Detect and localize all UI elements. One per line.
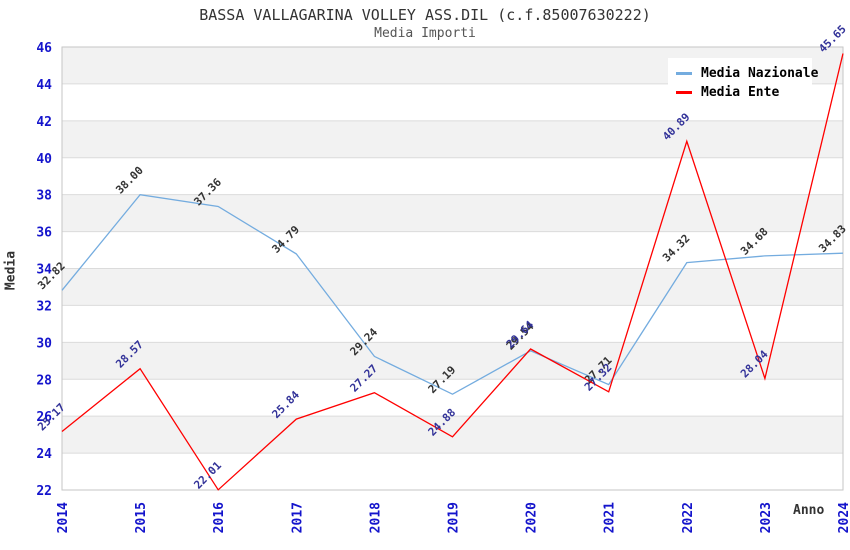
legend-item-media-nazionale: Media Nazionale [668,64,818,83]
y-tick-label: 30 [36,336,52,351]
x-tick-label: 2023 [759,502,774,533]
plot-band [62,120,843,158]
x-tick-label: 2018 [368,502,383,533]
x-tick-label: 2024 [837,502,850,533]
legend-swatch-ente-icon [676,91,692,94]
series-line-media-nazionale [61,194,844,395]
x-tick-label: 2022 [681,502,696,533]
series-line-media-ente [61,53,844,491]
plot-band [62,194,843,232]
x-tick-label: 2021 [603,502,618,533]
legend-label-ente: Media Ente [701,85,780,100]
chart-title: BASSA VALLAGARINA VOLLEY ASS.DIL (c.f.85… [199,6,651,24]
y-tick-label: 44 [36,78,52,93]
y-tick-label: 42 [36,115,52,130]
y-tick-label: 32 [36,299,52,314]
legend: Media Nazionale Media Ente [668,58,818,107]
x-tick-label: 2014 [56,502,71,533]
y-axis-title: Media [3,250,19,291]
x-axis-title: Anno [793,503,825,518]
y-tick-label: 40 [36,152,52,167]
y-tick-label: 38 [36,189,52,204]
plot-band [62,268,843,306]
y-tick-label: 46 [36,41,52,56]
data-label: 38.00 [113,164,146,197]
y-tick-label: 24 [36,447,52,462]
legend-swatch-nazionale-icon [676,72,692,75]
plot-border [61,46,844,491]
y-tick-label: 28 [36,373,52,388]
x-tick-label: 2017 [290,502,305,533]
x-tick-label: 2016 [212,502,227,533]
y-tick-label: 26 [36,410,52,425]
y-tick-label: 22 [36,484,52,499]
legend-label-nazionale: Media Nazionale [701,66,819,81]
y-tick-label: 34 [36,263,52,278]
y-tick-label: 36 [36,226,52,241]
chart-subtitle: Media Importi [374,26,476,41]
x-tick-label: 2020 [525,502,540,533]
x-tick-label: 2019 [447,502,462,533]
data-label: 34.32 [660,232,693,265]
legend-item-media-ente: Media Ente [668,83,812,102]
data-label: 22.01 [191,459,224,492]
x-tick-label: 2015 [134,502,149,533]
plot-band [62,342,843,380]
plot-band [62,416,843,454]
